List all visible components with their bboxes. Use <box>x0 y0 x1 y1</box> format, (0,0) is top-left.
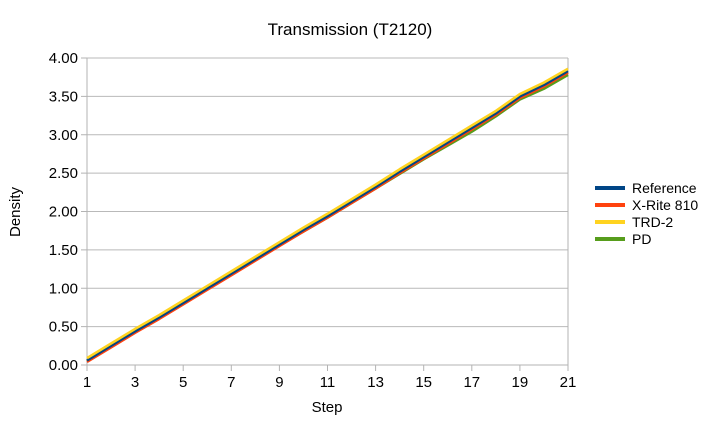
x-tick-label: 15 <box>415 374 432 391</box>
legend-swatch <box>595 185 625 190</box>
x-tick-label: 3 <box>131 374 139 391</box>
y-tick-label: 2.00 <box>49 204 78 221</box>
legend-label: TRD-2 <box>632 213 674 230</box>
y-tick-label: 1.50 <box>49 242 78 259</box>
y-tick-label: 3.00 <box>49 127 78 144</box>
series-line-trd-2 <box>86 67 569 360</box>
x-tick-label: 17 <box>463 374 480 391</box>
legend-swatch <box>595 202 625 207</box>
gridlines <box>87 57 568 328</box>
y-tick-label: 3.50 <box>49 88 78 105</box>
y-tick-label: 4.00 <box>49 50 78 67</box>
x-tick-label: 1 <box>83 374 91 391</box>
x-axis-title: Step <box>312 399 343 416</box>
x-tick-label: 9 <box>275 374 283 391</box>
legend-swatch <box>595 219 625 224</box>
series-line-x-rite-810 <box>86 71 569 364</box>
y-tick-label: 0.50 <box>49 319 78 336</box>
y-tick-label: 1.00 <box>49 280 78 297</box>
legend-item: Reference <box>595 179 698 196</box>
x-tick-label: 19 <box>512 374 529 391</box>
x-tick-label: 7 <box>227 374 235 391</box>
x-tick-label: 11 <box>320 374 336 391</box>
tick-labels: 0.000.501.001.502.002.503.003.504.001 3 5 7… <box>49 50 577 391</box>
chart-title: Transmission (T2120) <box>268 20 433 39</box>
legend-label: PD <box>632 230 652 247</box>
tick-marks <box>81 57 569 371</box>
legend-item: X-Rite 810 <box>595 196 699 213</box>
x-tick-label: 13 <box>367 374 384 391</box>
series-line-reference <box>86 69 569 362</box>
series-lines <box>86 67 569 364</box>
legend-item: PD <box>595 230 698 247</box>
y-tick-label: 0.00 <box>49 357 78 374</box>
legend-swatch <box>595 236 625 241</box>
legend: Reference X-Rite 810 TRD-2 PD <box>595 179 699 247</box>
y-axis-title: Density <box>7 186 24 237</box>
legend-label: X-Rite 810 <box>632 196 699 213</box>
legend-label: Reference <box>632 179 697 196</box>
x-tick-label: 5 <box>179 374 187 391</box>
x-tick-label: 21 <box>560 374 577 391</box>
legend-item: TRD-2 <box>595 213 698 230</box>
y-tick-label: 2.50 <box>49 165 78 182</box>
